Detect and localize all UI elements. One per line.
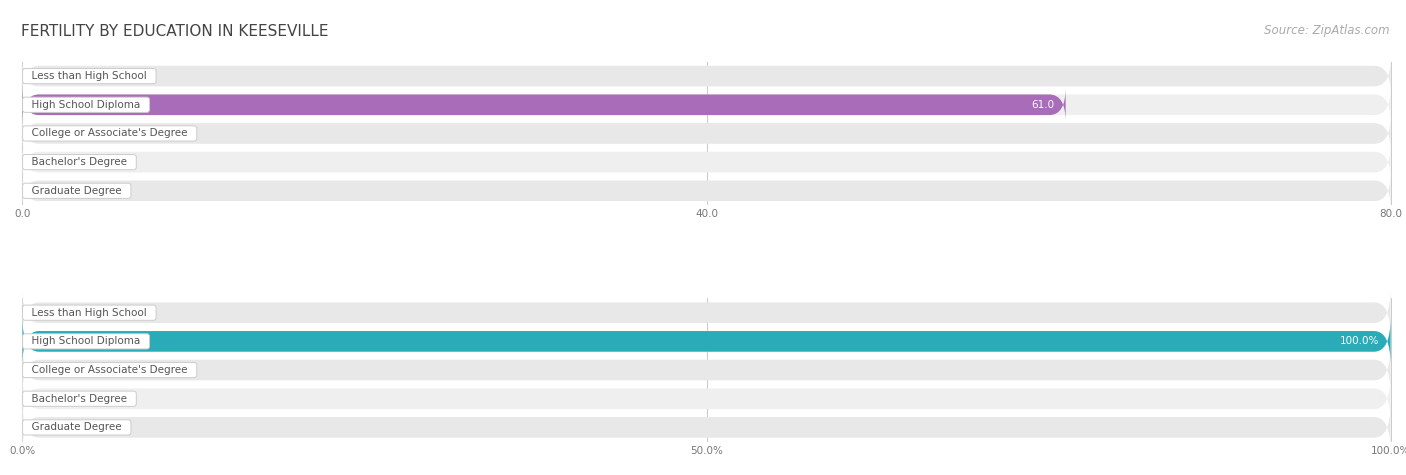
FancyBboxPatch shape	[22, 317, 1391, 365]
Text: 0.0%: 0.0%	[34, 365, 59, 375]
Text: 100.0%: 100.0%	[1340, 336, 1379, 346]
FancyBboxPatch shape	[22, 87, 1391, 122]
Text: 0.0: 0.0	[34, 71, 49, 81]
FancyBboxPatch shape	[22, 87, 1066, 122]
FancyBboxPatch shape	[22, 145, 1391, 180]
Text: Less than High School: Less than High School	[25, 308, 153, 318]
FancyBboxPatch shape	[22, 289, 1391, 337]
Text: 0.0%: 0.0%	[34, 422, 59, 432]
Text: 0.0%: 0.0%	[34, 308, 59, 318]
Text: High School Diploma: High School Diploma	[25, 336, 148, 346]
Text: Source: ZipAtlas.com: Source: ZipAtlas.com	[1264, 24, 1389, 37]
Text: 0.0: 0.0	[34, 128, 49, 138]
FancyBboxPatch shape	[22, 346, 1391, 394]
Text: Graduate Degree: Graduate Degree	[25, 186, 128, 196]
FancyBboxPatch shape	[22, 403, 1391, 452]
Text: Bachelor's Degree: Bachelor's Degree	[25, 394, 134, 404]
FancyBboxPatch shape	[22, 59, 1391, 93]
Text: Graduate Degree: Graduate Degree	[25, 422, 128, 432]
FancyBboxPatch shape	[22, 317, 1391, 365]
Text: College or Associate's Degree: College or Associate's Degree	[25, 128, 194, 138]
Text: High School Diploma: High School Diploma	[25, 100, 148, 110]
Text: Bachelor's Degree: Bachelor's Degree	[25, 157, 134, 167]
FancyBboxPatch shape	[22, 116, 1391, 151]
Text: Less than High School: Less than High School	[25, 71, 153, 81]
FancyBboxPatch shape	[22, 375, 1391, 423]
Text: 0.0: 0.0	[34, 186, 49, 196]
Text: 61.0: 61.0	[1032, 100, 1054, 110]
Text: College or Associate's Degree: College or Associate's Degree	[25, 365, 194, 375]
Text: 0.0%: 0.0%	[34, 394, 59, 404]
Text: 0.0: 0.0	[34, 157, 49, 167]
Text: FERTILITY BY EDUCATION IN KEESEVILLE: FERTILITY BY EDUCATION IN KEESEVILLE	[21, 24, 329, 39]
FancyBboxPatch shape	[22, 173, 1391, 208]
